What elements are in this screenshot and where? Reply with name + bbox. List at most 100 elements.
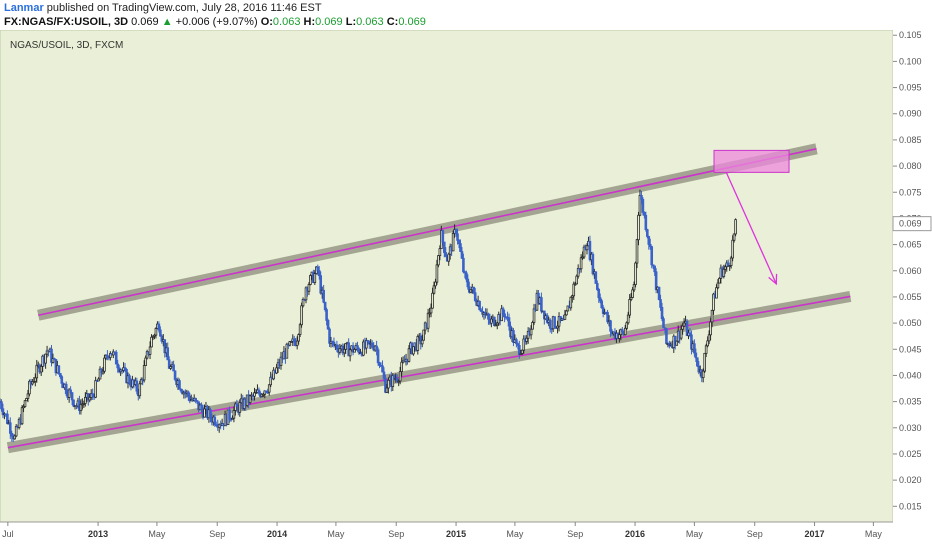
candle-body — [300, 305, 303, 326]
close-value: 0.069 — [398, 16, 426, 28]
candle-body — [643, 212, 646, 216]
candle-body — [609, 320, 612, 332]
candlestick-series — [0, 189, 737, 442]
candle-body — [398, 371, 402, 382]
candle-body — [228, 409, 231, 420]
y-tick-label: 0.035 — [899, 397, 922, 407]
candle-body — [338, 348, 342, 353]
candle-body — [322, 289, 325, 303]
candle-body — [693, 343, 696, 354]
candle-body — [437, 255, 440, 266]
candle-body — [662, 318, 665, 329]
candle-body — [606, 312, 609, 323]
candle-body — [142, 365, 146, 381]
candle-body — [704, 345, 708, 354]
candle-body — [688, 332, 692, 336]
candle-body — [67, 389, 71, 398]
drawing-overlays — [713, 149, 790, 286]
y-tick-label: 0.025 — [899, 449, 922, 459]
y-tick-label: 0.030 — [899, 423, 922, 433]
candle-body — [111, 351, 115, 356]
candle-body — [462, 257, 465, 273]
high-label: H: — [303, 16, 316, 28]
candle-body — [254, 392, 258, 394]
x-tick-label: 2016 — [625, 529, 645, 539]
price-axis[interactable] — [893, 30, 932, 550]
y-tick-label: 0.050 — [899, 318, 922, 328]
candle-body — [203, 408, 206, 418]
last-price-value: 0.069 — [131, 16, 159, 28]
candle-body — [335, 344, 339, 350]
candle-body — [317, 270, 321, 277]
upper-channel-line[interactable] — [38, 148, 817, 317]
candle-body — [28, 381, 31, 395]
candle-body — [275, 367, 278, 374]
candle-body — [319, 275, 323, 294]
candle-body — [682, 322, 686, 327]
candle-body — [195, 400, 199, 403]
candle-body — [263, 390, 267, 395]
x-tick-label: May — [148, 529, 166, 539]
candle-body — [442, 241, 446, 253]
candle-body — [701, 370, 705, 379]
candle-body — [313, 273, 317, 283]
candle-body — [72, 399, 75, 407]
candle-body — [13, 435, 17, 440]
candle-body — [109, 353, 112, 358]
y-tick-label: 0.055 — [899, 292, 922, 302]
candle-body — [451, 233, 455, 252]
author-link[interactable]: Lanmar — [4, 2, 44, 14]
candle-body — [716, 282, 720, 289]
candle-body — [478, 300, 481, 311]
candle-body — [378, 362, 381, 366]
candle-body — [20, 407, 24, 425]
x-tick-label: Sep — [747, 529, 763, 539]
candle-body — [70, 392, 74, 401]
projection-arrow[interactable] — [725, 172, 777, 285]
candle-body — [382, 371, 386, 379]
candle-body — [663, 327, 667, 330]
candle-body — [103, 357, 106, 372]
candle-body — [25, 398, 28, 402]
candle-body — [148, 346, 152, 355]
candle-body — [309, 275, 312, 285]
candle-body — [640, 194, 643, 200]
candle-body — [569, 296, 573, 309]
candle-body — [288, 341, 292, 346]
candle-body — [729, 257, 733, 266]
candle-body — [385, 387, 389, 393]
candle-body — [563, 314, 567, 320]
candle-body — [59, 373, 62, 378]
candle-body — [706, 340, 709, 347]
y-tick-label: 0.080 — [899, 161, 922, 171]
candle-body — [23, 400, 27, 407]
candle-body — [375, 345, 378, 351]
candle-body — [416, 336, 420, 351]
candle-body — [50, 348, 53, 363]
candle-body — [357, 348, 361, 354]
x-tick-label: 2013 — [88, 529, 108, 539]
candle-body — [553, 316, 556, 328]
candle-body — [169, 366, 172, 369]
candle-body — [543, 310, 546, 320]
candle-body — [26, 393, 30, 399]
candle-body — [145, 351, 149, 359]
candle-body — [515, 339, 518, 345]
candle-body — [694, 352, 698, 359]
candle-body — [459, 243, 462, 252]
candle-body — [628, 299, 631, 316]
candle-body — [412, 346, 415, 355]
target-zone-box[interactable] — [713, 149, 790, 173]
candle-body — [88, 396, 92, 401]
candle-body — [531, 322, 534, 330]
candle-body — [722, 268, 726, 277]
plot-area[interactable] — [0, 30, 894, 523]
candle-body — [154, 328, 158, 336]
symbol-info: FX:NGAS/FX:USOIL, 3D 0.069 ▲ +0.006 (+9.… — [4, 16, 426, 28]
candle-body — [153, 334, 156, 337]
candle-body — [266, 391, 270, 394]
candle-body — [86, 393, 90, 401]
candle-body — [665, 328, 668, 344]
candle-body — [516, 343, 520, 346]
price-chart[interactable]: NGAS/USOIL, 3D, FXCM 0.105 0.100 0.095 0.09… — [0, 30, 932, 550]
